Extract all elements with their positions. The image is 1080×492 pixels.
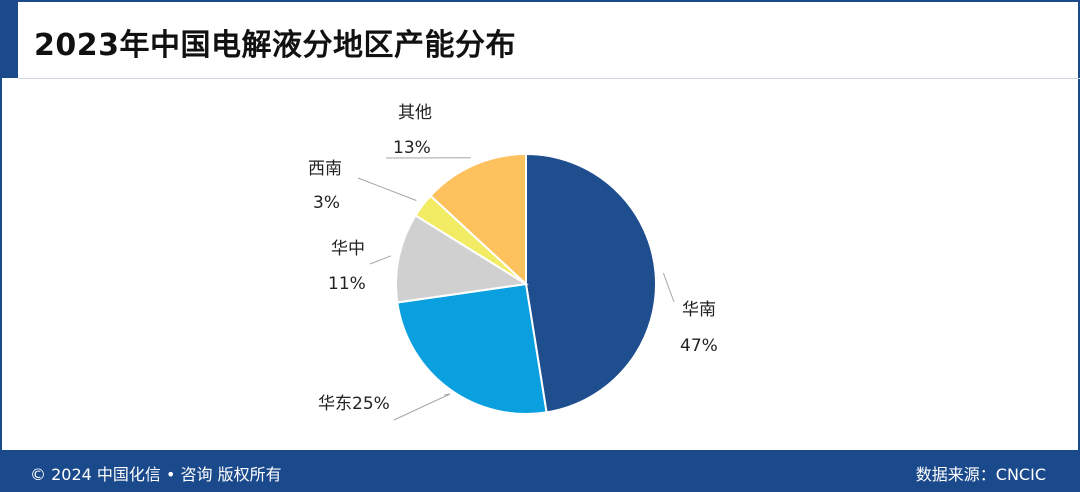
title-divider: [18, 78, 1080, 79]
leader-line-0: [662, 272, 675, 303]
leader-lines: [357, 157, 675, 421]
pie-slice-1: [396, 282, 548, 415]
label-qita-name: 其他: [398, 103, 432, 123]
source-text: 数据来源：CNCIC: [915, 465, 1046, 484]
label-qita-value: 13%: [393, 138, 431, 158]
pie-chart: 华南 47% 华东25% 华中 11% 西南 3% 其他 13%: [308, 103, 718, 421]
leader-line-3: [357, 177, 417, 201]
label-xinan-value: 3%: [313, 193, 340, 213]
pie-slice-2: [394, 214, 529, 304]
page-title: 2023年中国电解液分地区产能分布: [34, 28, 516, 63]
pie-slice-0: [525, 152, 657, 414]
label-huadong: 华东25%: [318, 394, 390, 414]
label-xinan-name: 西南: [308, 159, 342, 179]
footer-bar: © 2024 中国化信 • 咨询 版权所有 数据来源：CNCIC: [0, 450, 1080, 492]
label-huazhong-name: 华中: [331, 239, 365, 259]
label-huanan-value: 47%: [680, 336, 718, 356]
pie-slices: [394, 152, 657, 415]
title-accent-bar: [2, 2, 18, 78]
leader-line-2: [369, 255, 392, 265]
label-huanan-name: 华南: [682, 300, 716, 320]
copyright-text: © 2024 中国化信 • 咨询 版权所有: [30, 465, 282, 484]
pie-slice-4: [429, 152, 527, 287]
label-huazhong-value: 11%: [328, 274, 366, 294]
leader-line-1: [393, 393, 451, 421]
